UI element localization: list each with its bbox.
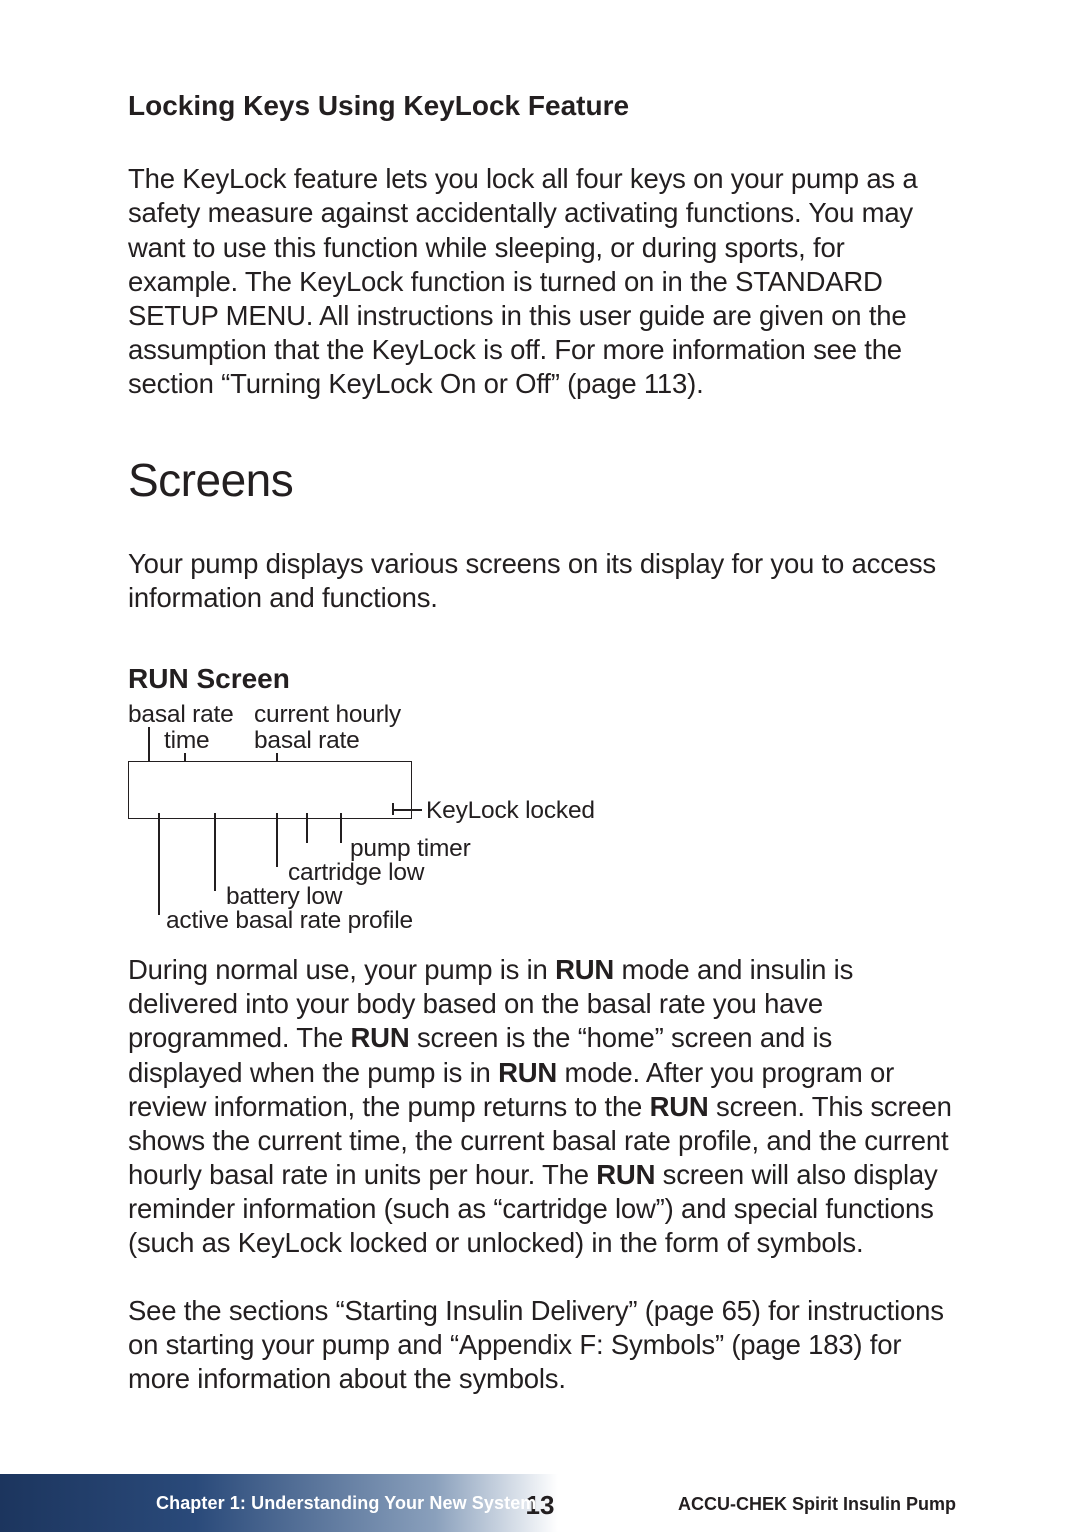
run-word: RUN xyxy=(596,1159,655,1190)
text: During normal use, your pump is in xyxy=(128,954,555,985)
tick-line xyxy=(392,809,422,811)
footer-product-name: ACCU-CHEK Spirit Insulin Pump xyxy=(678,1494,956,1515)
label-current-hourly: current hourly xyxy=(254,703,401,728)
label-basal-rate: basal rate xyxy=(128,703,234,728)
run-screen-diagram: basal rate time current hourly basal rat… xyxy=(128,703,688,935)
screens-heading: Screens xyxy=(128,453,952,507)
label-keylock-locked: KeyLock locked xyxy=(426,799,595,824)
run-word: RUN xyxy=(555,954,614,985)
run-screen-heading: RUN Screen xyxy=(128,663,952,695)
label-battery-low: battery low xyxy=(226,885,342,910)
label-active-profile: active basal rate profile xyxy=(166,909,413,934)
footer-chapter: Chapter 1: Understanding Your New System xyxy=(156,1493,536,1514)
tick-line xyxy=(306,813,308,843)
page-footer: Chapter 1: Understanding Your New System… xyxy=(0,1474,1080,1532)
label-time: time xyxy=(164,729,210,754)
tick-line xyxy=(276,813,278,867)
keylock-paragraph: The KeyLock feature lets you lock all fo… xyxy=(128,162,952,401)
run-word: RUN xyxy=(351,1022,410,1053)
tick-line xyxy=(158,813,160,915)
section-heading-keylock: Locking Keys Using KeyLock Feature xyxy=(128,88,952,124)
pump-screen-box xyxy=(128,761,412,819)
run-paragraph-2: See the sections “Starting Insulin Deliv… xyxy=(128,1294,952,1396)
label-cartridge-low: cartridge low xyxy=(288,861,424,886)
label-basal-rate-2: basal rate xyxy=(254,729,360,754)
label-pump-timer: pump timer xyxy=(350,837,471,862)
tick-line xyxy=(340,813,342,843)
run-word: RUN xyxy=(650,1091,709,1122)
tick-line xyxy=(214,813,216,891)
run-word: RUN xyxy=(498,1057,557,1088)
run-paragraph-1: During normal use, your pump is in RUN m… xyxy=(128,953,952,1260)
screens-intro: Your pump displays various screens on it… xyxy=(128,547,952,615)
